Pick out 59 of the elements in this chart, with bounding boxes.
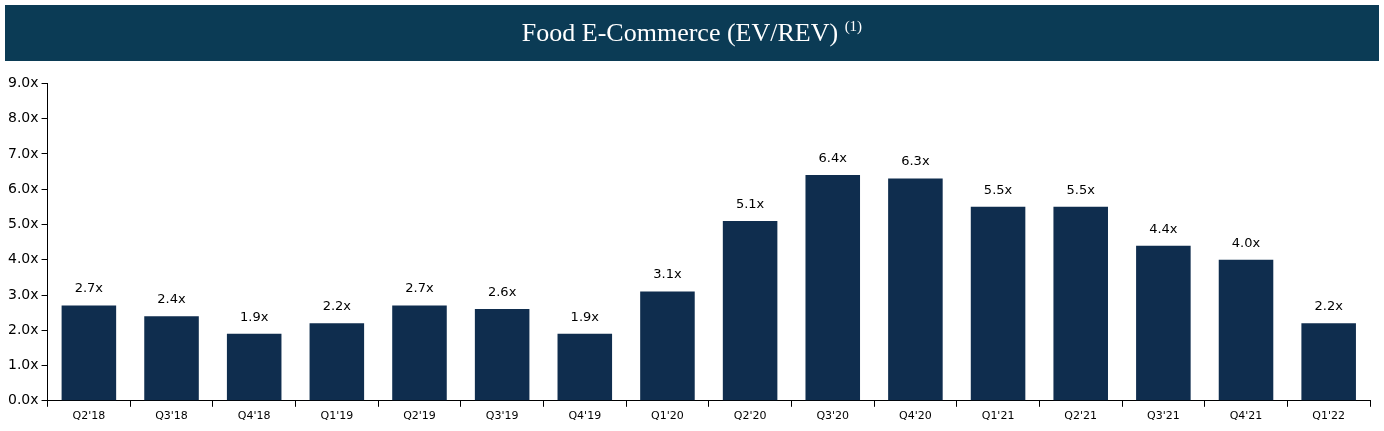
x-tick-label: Q4'21 — [1229, 409, 1263, 423]
x-tick-label: Q1'19 — [320, 409, 354, 423]
data-label: 6.4x — [818, 149, 848, 165]
x-tick-label: Q2'18 — [72, 409, 106, 423]
x-tick-label: Q3'18 — [155, 409, 188, 423]
y-tick-label: 7.0x — [7, 144, 39, 161]
bar — [970, 206, 1026, 401]
bar — [226, 333, 282, 401]
y-tick-label: 9.0x — [7, 74, 39, 91]
x-tick-label: Q4'18 — [237, 409, 271, 423]
data-label: 2.7x — [405, 280, 434, 296]
bar — [805, 175, 861, 401]
bar — [722, 220, 778, 401]
bar — [144, 316, 199, 401]
data-label: 5.1x — [735, 195, 765, 211]
x-tick-label: Q3'19 — [485, 409, 519, 423]
x-tick-label: Q2'21 — [1064, 409, 1098, 423]
bar — [888, 178, 943, 401]
bar — [640, 291, 695, 401]
x-tick-label: Q1'22 — [1312, 409, 1346, 423]
bar — [1218, 259, 1274, 401]
x-tick-label: Q1'20 — [651, 409, 684, 423]
data-label: 5.5x — [1066, 181, 1096, 197]
data-label: 2.6x — [487, 283, 517, 299]
data-label: 2.7x — [74, 280, 104, 296]
y-tick-label: 6.0x — [7, 179, 39, 196]
y-tick-label: 8.0x — [7, 109, 39, 126]
chart-title: Food E-Commerce (EV/REV) $^{(1)}$ — [521, 18, 863, 48]
data-label: 2.4x — [157, 291, 187, 307]
data-label: 2.2x — [1314, 298, 1344, 314]
data-label: 1.9x — [240, 308, 269, 324]
data-label: 1.9x — [570, 308, 600, 324]
bar — [1301, 323, 1356, 401]
bar — [474, 309, 530, 401]
data-label: 2.2x — [322, 298, 352, 314]
x-tick-label: Q2'19 — [403, 409, 436, 423]
x-tick-label: Q4'19 — [568, 409, 602, 423]
bar — [309, 323, 365, 401]
x-tick-label: Q1'21 — [981, 409, 1015, 423]
x-tick-label: Q4'20 — [899, 409, 932, 423]
y-tick-label: 1.0x — [7, 356, 39, 373]
y-tick-label: 4.0x — [7, 250, 39, 267]
x-tick-label: Q2'20 — [733, 409, 767, 423]
data-label: 3.1x — [653, 266, 682, 282]
data-label: 4.4x — [1149, 220, 1178, 236]
bar — [61, 305, 117, 401]
x-tick-label: Q3'20 — [816, 409, 850, 423]
bar — [1053, 206, 1108, 401]
y-tick-label: 2.0x — [7, 320, 39, 337]
bar — [1136, 245, 1191, 401]
bar — [557, 333, 613, 401]
data-label: 4.0x — [1231, 234, 1261, 250]
data-label: 5.5x — [983, 181, 1013, 197]
y-tick-label: 0.0x — [7, 391, 39, 408]
bar — [392, 305, 447, 401]
data-label: 6.3x — [901, 153, 930, 169]
x-tick-label: Q3'21 — [1147, 409, 1180, 423]
y-tick-label: 3.0x — [7, 285, 39, 302]
y-tick-label: 5.0x — [7, 215, 39, 232]
